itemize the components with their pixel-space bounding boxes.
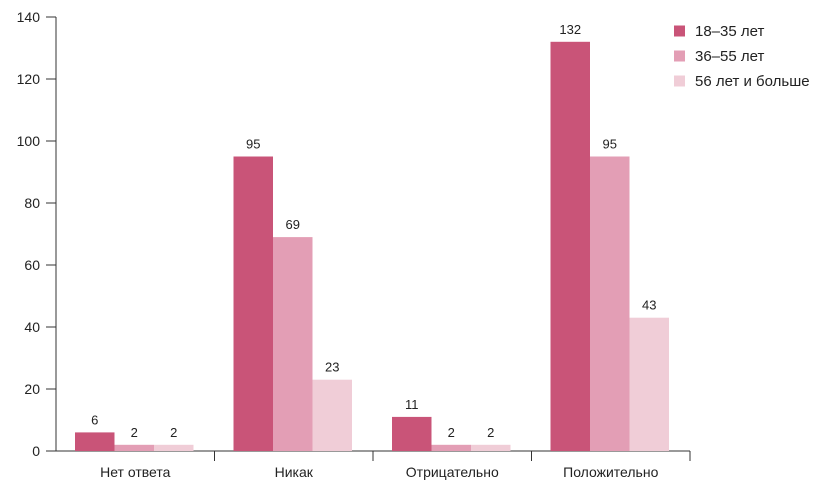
x-category-label: Никак (275, 464, 314, 480)
y-tick-label: 120 (17, 71, 41, 87)
bar (550, 41, 590, 452)
legend-item: 56 лет и больше (674, 73, 810, 90)
y-tick-label: 100 (17, 133, 41, 149)
legend-swatch (674, 25, 685, 37)
bar-value-label: 2 (131, 425, 138, 440)
y-tick-label: 140 (17, 9, 41, 25)
bars (75, 41, 669, 452)
bar-value-label: 23 (325, 360, 339, 375)
x-category-label: Отрицательно (406, 464, 499, 480)
bar (75, 432, 115, 451)
bar-value-label: 11 (405, 397, 419, 412)
y-tick-label: 40 (24, 319, 40, 335)
axes: 0 20 40 60 80 100 120 140 Нет ответа Никак Отрицат… (17, 9, 691, 480)
bar-value-label: 2 (170, 425, 177, 440)
legend-item: 18–35 лет (674, 23, 764, 40)
bar (629, 317, 669, 451)
bar-value-label: 69 (286, 217, 300, 232)
data-labels: 6 2 2 95 69 23 11 2 2 132 95 43 (91, 22, 656, 440)
bar-value-label: 6 (91, 412, 98, 427)
y-tick-label: 80 (24, 195, 40, 211)
bar-value-label: 2 (487, 425, 494, 440)
x-category-label: Нет ответа (100, 464, 170, 480)
legend-label: 56 лет и больше (695, 73, 810, 90)
bar (273, 237, 313, 451)
legend-item: 36–55 лет (674, 48, 764, 65)
bar (392, 416, 432, 451)
y-tick-label: 60 (24, 257, 40, 273)
bar-value-label: 2 (448, 425, 455, 440)
x-category-label: Положительно (563, 464, 658, 480)
bar (431, 444, 471, 451)
bar (233, 156, 273, 451)
legend-swatch (674, 50, 685, 62)
bar (471, 444, 511, 451)
bar (590, 156, 630, 451)
y-tick-label: 0 (32, 443, 40, 459)
legend-swatch (674, 75, 685, 87)
bar (114, 444, 154, 451)
legend-label: 36–55 лет (695, 48, 764, 65)
y-tick-label: 20 (24, 381, 40, 397)
bar (312, 379, 352, 451)
bar-value-label: 95 (603, 137, 617, 152)
bar-value-label: 43 (642, 298, 656, 313)
bar (154, 444, 194, 451)
bar-value-label: 95 (246, 137, 260, 152)
legend-label: 18–35 лет (695, 23, 764, 40)
bar-value-label: 132 (559, 22, 581, 37)
legend: 18–35 лет 36–55 лет 56 лет и больше (674, 23, 810, 90)
